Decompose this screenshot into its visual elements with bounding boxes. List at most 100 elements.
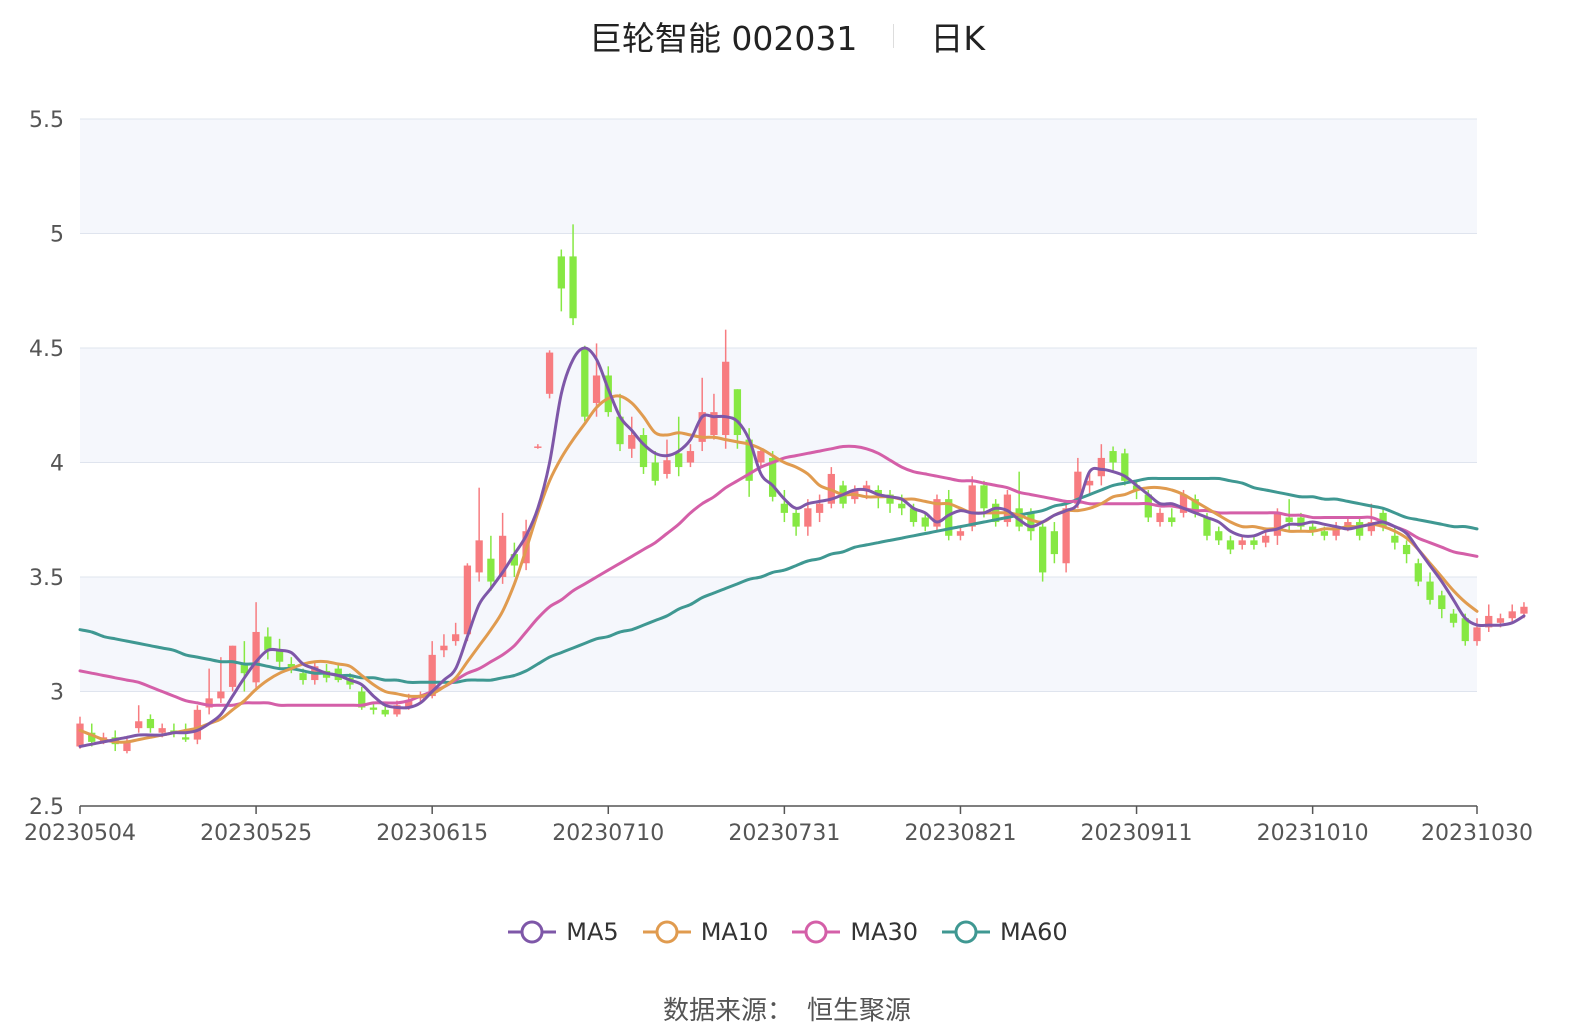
candle-body	[557, 256, 565, 289]
candle	[146, 714, 155, 733]
candle	[135, 705, 143, 733]
candle-body	[1285, 517, 1293, 523]
candle	[463, 563, 472, 642]
candle-body	[815, 503, 824, 513]
legend-marker-ma60	[942, 920, 991, 944]
candle	[1402, 540, 1411, 564]
candle-body	[498, 535, 507, 577]
candle	[545, 350, 554, 399]
candle	[921, 512, 929, 532]
candle	[581, 345, 589, 422]
legend-label-ma60: MA60	[1000, 918, 1068, 946]
candle	[628, 416, 636, 458]
legend: MA5 MA10 MA30 MA60	[0, 910, 1574, 954]
candle-body	[675, 453, 683, 468]
y-axis: 2.5 3 3.5 4 4.5 5 5.5	[29, 108, 64, 820]
plot-band	[80, 348, 1477, 463]
candle-body	[874, 489, 882, 495]
candle	[452, 622, 460, 646]
candle-body	[1379, 512, 1387, 527]
candle	[1426, 572, 1434, 605]
legend-item-ma60[interactable]: MA60	[940, 917, 1068, 947]
candle-body	[862, 485, 871, 490]
candle	[757, 448, 765, 468]
candle-body	[1461, 618, 1469, 642]
x-tick-label: 20230525	[200, 821, 312, 846]
candle-body	[487, 558, 495, 582]
candlestick-chart: 2.5 3 3.5 4 4.5 5 5.5 20230504 20230525 20230615…	[24, 108, 1533, 846]
candle-body	[1074, 471, 1082, 504]
candle-body	[1262, 535, 1270, 543]
candle	[205, 668, 213, 715]
candle-body	[792, 512, 800, 527]
candle-body	[1238, 540, 1246, 545]
source-value: 恒生聚源	[807, 996, 912, 1026]
candle-body	[1250, 540, 1258, 545]
candle	[534, 444, 542, 449]
legend-label-ma5: MA5	[566, 918, 619, 946]
candle	[1438, 590, 1446, 619]
candle-body	[921, 517, 929, 527]
candle-body	[1168, 517, 1176, 523]
legend-item-ma5[interactable]: MA5	[506, 917, 619, 947]
candle-body	[1156, 512, 1164, 523]
moving-average-lines	[78, 346, 1526, 748]
line-ma5	[78, 346, 1526, 748]
candle-body	[1097, 457, 1105, 477]
candle	[193, 705, 202, 745]
candle	[780, 489, 789, 523]
candle-body	[1344, 522, 1352, 527]
candle-body	[768, 457, 777, 497]
candle-body	[757, 451, 765, 463]
candle	[1367, 503, 1375, 536]
candle	[1262, 531, 1270, 548]
period-label[interactable]: 日K	[930, 19, 986, 58]
candle-body	[980, 485, 988, 509]
candle	[123, 737, 131, 754]
line-ma60	[78, 476, 1479, 684]
candle	[1168, 508, 1176, 527]
candle-body	[252, 631, 260, 683]
candle-body	[1367, 522, 1375, 532]
candle-body	[135, 721, 143, 729]
candle-body	[1027, 512, 1035, 532]
candle-body	[123, 741, 131, 752]
legend-label-ma10: MA10	[700, 918, 769, 946]
data-source: 数据来源： 恒生聚源	[0, 990, 1574, 1027]
candle	[651, 451, 659, 486]
plot-band	[80, 119, 1477, 234]
candle-body	[1085, 480, 1094, 486]
candle	[1309, 522, 1317, 536]
legend-item-ma10[interactable]: MA10	[641, 917, 769, 947]
candle-body	[510, 554, 519, 566]
candle-body	[1132, 485, 1141, 490]
legend-label-ma30: MA30	[850, 918, 919, 946]
x-axis: 20230504 20230525 20230615 20230710 20230731…	[24, 805, 1533, 846]
candle	[980, 480, 988, 518]
candle-body	[592, 375, 601, 403]
candle	[663, 439, 671, 479]
legend-item-ma30[interactable]: MA30	[790, 917, 918, 947]
candle	[1109, 446, 1117, 472]
line-ma10	[78, 394, 1479, 744]
candle-body	[287, 664, 295, 669]
candle-body	[217, 691, 225, 699]
candle	[428, 641, 436, 699]
candle-body	[381, 709, 389, 715]
candle	[440, 634, 448, 658]
candle	[1414, 558, 1422, 587]
candle-body	[275, 650, 284, 662]
candle-body	[428, 654, 436, 697]
candle-body	[1109, 451, 1117, 463]
candle-body	[264, 636, 272, 651]
candle	[369, 702, 378, 715]
candle	[933, 494, 941, 532]
candles	[76, 224, 1528, 754]
x-tick-label: 20231030	[1421, 821, 1533, 846]
candle	[381, 705, 389, 717]
candle-body	[1496, 618, 1505, 623]
y-tick-label: 5	[50, 223, 64, 248]
candle-body	[581, 348, 589, 417]
candle-body	[240, 664, 248, 674]
candle-body	[1144, 494, 1152, 518]
